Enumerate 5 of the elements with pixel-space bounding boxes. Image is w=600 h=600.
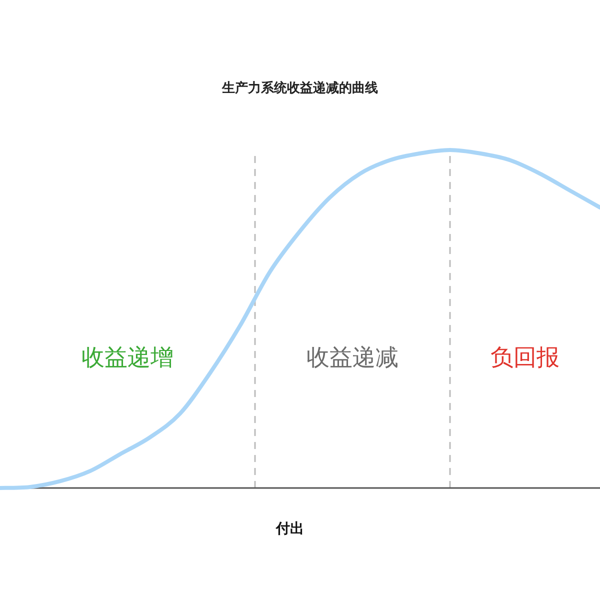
x-axis-title: 付出 [275,521,304,537]
annotation: 收益递减 [306,345,398,371]
annotation: 收益递增 [82,345,174,371]
annotation: 负回报 [490,345,560,371]
chart-title: 生产力系统收益递减的曲线 [221,80,378,96]
